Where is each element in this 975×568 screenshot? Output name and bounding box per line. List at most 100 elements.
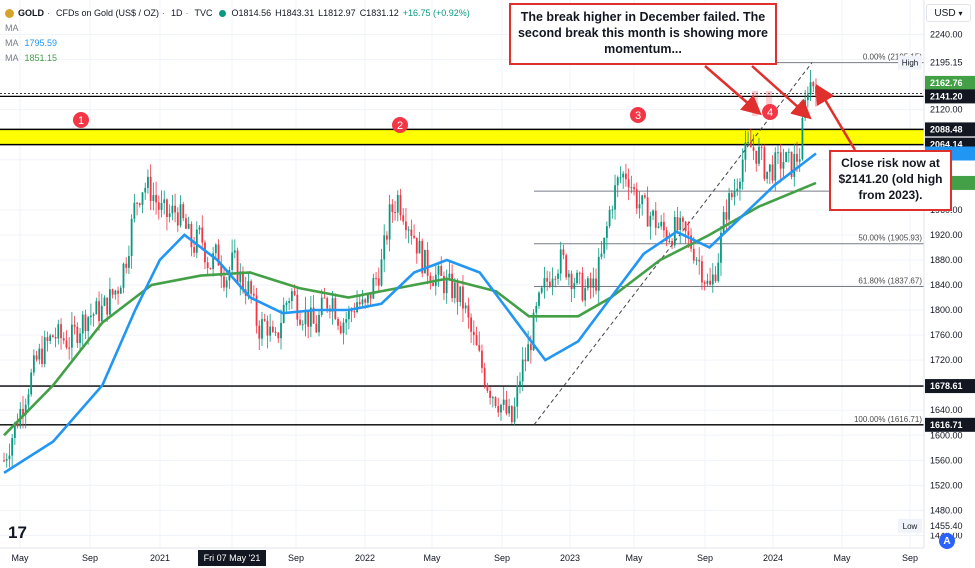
candle-body [54, 336, 57, 339]
arrow-second-break [751, 65, 812, 120]
candle-body [532, 312, 535, 351]
candle-body [386, 235, 388, 240]
candle-body [280, 322, 282, 339]
candle-body [100, 305, 103, 322]
candle-body [421, 241, 424, 274]
candle-body [43, 337, 46, 365]
ma-row-1[interactable]: MA [5, 21, 474, 36]
moving-averages [3, 90, 817, 474]
candle-body [5, 459, 8, 461]
tradingview-logo[interactable]: 17 [8, 523, 27, 542]
candle-body [798, 159, 801, 162]
annotation-box-right: Close risk now at $2141.20 (old high fro… [829, 150, 952, 211]
y-tick-label: 1600.00 [930, 430, 963, 440]
candle-body [35, 355, 38, 360]
candle-body [299, 319, 301, 325]
auto-scale-icon[interactable]: A [939, 533, 955, 549]
ma-label: MA [5, 53, 19, 63]
candle-body [223, 276, 225, 288]
candle-body [46, 337, 49, 341]
candle-body [508, 406, 511, 414]
timeframe[interactable]: 1D [171, 8, 183, 18]
currency-selector[interactable]: USD ▾ [926, 4, 971, 22]
candle-body [214, 244, 217, 254]
candle-body [739, 181, 741, 189]
candle-body [407, 229, 410, 231]
ma-row-2[interactable]: MA 1795.59 [5, 36, 474, 51]
candle-body [502, 399, 505, 405]
candle-body [375, 278, 377, 280]
ma-slow-line [3, 181, 817, 437]
time-axis[interactable]: May Sep 2021 Fri 07 May '21 Sep 2022 May Sep 202… [0, 547, 975, 568]
candle-body [749, 142, 752, 148]
x-tick-label: Fri 07 May '21 [204, 553, 261, 563]
candle-body [519, 381, 521, 386]
candle-body [111, 289, 114, 295]
candle-body [589, 278, 592, 288]
candle-body [155, 195, 157, 203]
candle-body [787, 151, 790, 153]
y-tick-label: 2120.00 [930, 105, 963, 115]
y-tick-label: 1640.00 [930, 405, 963, 415]
market-status-icon [218, 10, 226, 17]
candle-body [524, 359, 527, 362]
marker-number: 4 [767, 107, 773, 119]
candle-body [565, 255, 568, 278]
candle-body [562, 249, 565, 256]
arrow-close-risk [815, 83, 857, 151]
y-tick-label: 1880.00 [930, 255, 963, 265]
candle-body [481, 350, 483, 368]
candle-body [30, 372, 33, 395]
candle-body [543, 278, 546, 288]
candle-body [377, 278, 380, 286]
candle-body [369, 293, 372, 299]
candle-body [752, 147, 755, 151]
candle-body [500, 404, 502, 413]
candle-body [361, 299, 364, 305]
candle-body [109, 289, 111, 315]
candle-body [483, 367, 486, 386]
symbol[interactable]: GOLD [18, 8, 44, 18]
candle-body [725, 212, 728, 220]
candle-body [766, 171, 769, 179]
candle-body [266, 320, 269, 336]
candle-body [353, 311, 356, 313]
candle-body [698, 259, 701, 262]
symbol-row[interactable]: GOLD · CFDs on Gold (US$ / OZ) · 1D · TV… [5, 6, 474, 21]
candle-body [709, 280, 711, 285]
x-tick-label: Sep [288, 553, 304, 563]
marker-number: 2 [397, 120, 403, 132]
price-tag: 2195.15 [930, 58, 963, 68]
candle-body [24, 404, 27, 415]
y-tick-label: 1760.00 [930, 330, 963, 340]
x-tick-label: May [833, 553, 851, 563]
candle-body [673, 217, 676, 246]
candle-body [706, 280, 709, 284]
candle-body [614, 185, 616, 210]
candle-body [358, 302, 361, 305]
candle-body [516, 385, 519, 407]
candle-body [570, 273, 573, 289]
candle-body [103, 297, 106, 306]
candle-body [364, 299, 367, 303]
candle-body [174, 205, 176, 213]
candle-body [777, 152, 779, 154]
ma-row-3[interactable]: MA 1851.15 [5, 51, 474, 66]
candle-body [771, 164, 774, 181]
candle-body [790, 151, 793, 177]
candle-body [90, 315, 92, 318]
candle-body [87, 317, 90, 332]
candle-body [595, 278, 597, 291]
price-tag-bg [925, 75, 975, 90]
y-tick-label: 1560.00 [930, 455, 963, 465]
annotation-box-top: The break higher in December failed. The… [509, 3, 777, 65]
candle-body [271, 326, 274, 332]
candle-body [250, 281, 253, 294]
candle-body [76, 326, 79, 343]
candle-body [176, 212, 179, 226]
candle-body [119, 287, 122, 294]
candle-body [521, 359, 524, 382]
candle-body [225, 280, 228, 288]
candle-body [470, 317, 473, 332]
